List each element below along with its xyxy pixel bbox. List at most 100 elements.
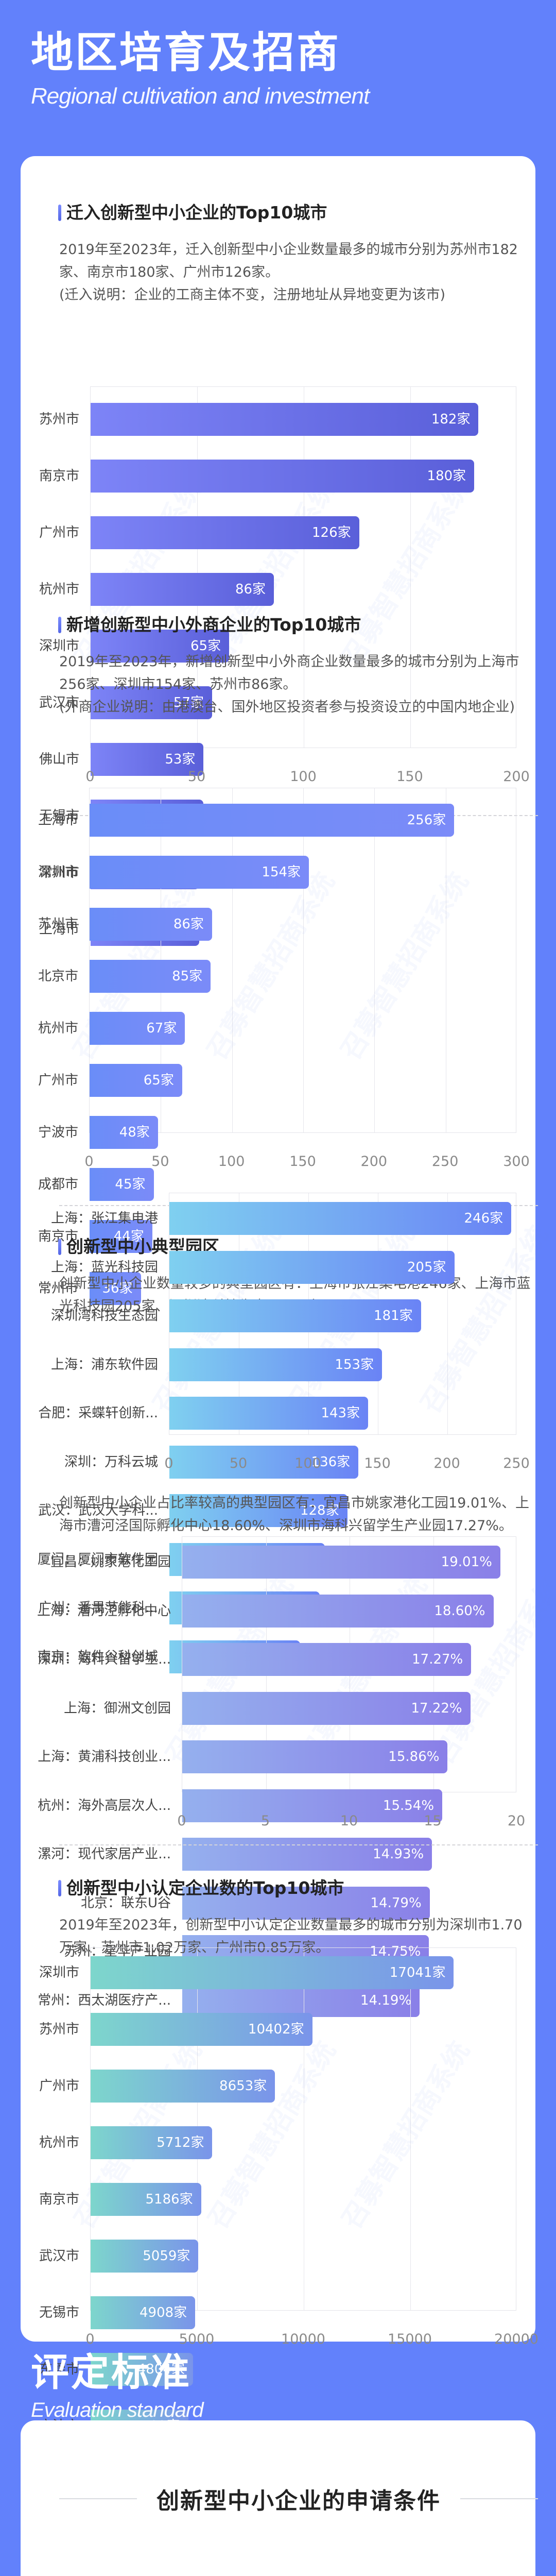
block-certified-top10: 创新型中小认定企业数的Top10城市 2019年至2023年，创新型中小认定企业… <box>58 1877 538 1959</box>
bar: 67家 <box>90 1012 185 1045</box>
axis-tick-label: 50 <box>229 1455 248 1471</box>
category-label: 广州市 <box>39 525 79 540</box>
category-label: 深圳湾科技生态园 <box>50 1308 158 1324</box>
bar-row: 漯河：现代家居产业... 14.93% <box>38 1838 517 1871</box>
bar: 4908家 <box>91 2296 196 2329</box>
category-label: 常州市 <box>38 1281 78 1296</box>
category-label: 上海：浦东软件园 <box>50 1357 158 1372</box>
bar: 256家 <box>90 804 455 837</box>
axis-tick-label: 15 <box>424 1813 442 1829</box>
card-title-row: 创新型中小企业的申请条件 <box>59 2482 538 2515</box>
bar: 10402家 <box>91 2013 312 2046</box>
bar: 85家 <box>90 960 211 993</box>
bar: 15.86% <box>182 1740 448 1773</box>
category-label: 杭州市 <box>39 582 79 597</box>
bar-row: 武汉：武汉大学科... 128家 <box>38 1494 517 1527</box>
bar-row: 深圳市 17041家 <box>39 1956 517 1989</box>
bar: 45家 <box>90 1168 154 1201</box>
bar-row: 深圳湾科技生态园 181家 <box>51 1299 517 1332</box>
category-label: 上海：张江集电港 <box>50 1211 158 1226</box>
bar-row: 南京市 5186家 <box>39 2183 517 2216</box>
axis-tick-label: 5000 <box>179 2331 215 2347</box>
category-label: 漯河：现代家居产业... <box>38 1846 171 1862</box>
block-foreign-top10: 新增创新型中小外商企业的Top10城市 2019年至2023年，新增创新型中小外… <box>58 614 538 719</box>
bar-row: 上海：御洲文创园 17.22% <box>64 1691 517 1725</box>
bar: 17041家 <box>91 1956 454 1989</box>
bar-row: 深圳：万科云城 136家 <box>64 1445 517 1479</box>
axis-tick-label: 0 <box>85 769 95 785</box>
bar-row: 苏州市 86家 <box>38 908 517 941</box>
bar: 86家 <box>90 908 212 941</box>
bar-row: 南京市 44家 <box>38 1220 517 1253</box>
bar: 126家 <box>91 516 359 549</box>
bar: 44家 <box>90 1220 152 1253</box>
bar: 65家 <box>90 1064 182 1097</box>
bar-row: 北京：联东U谷 14.79% <box>81 1886 517 1920</box>
bar: 154家 <box>90 856 309 889</box>
axis-tick-label: 250 <box>431 1154 459 1170</box>
axis-tick-label: 0 <box>164 1455 173 1471</box>
bar: 18.60% <box>182 1594 494 1628</box>
section-title: 地区培育及招商 <box>31 28 341 77</box>
axis-tick-label: 300 <box>503 1154 530 1170</box>
bar: 36家 <box>90 1272 141 1305</box>
bar-row: 杭州市 86家 <box>39 573 517 606</box>
category-label: 北京市 <box>38 969 78 984</box>
desc-text: 2019年至2023年，迁入创新型中小企业数量最多的城市分别为苏州市182家、南… <box>59 242 518 280</box>
category-label: 苏州市 <box>39 412 79 427</box>
category-label: 广州：番禺节能科... <box>38 1600 158 1616</box>
bar-row: 深圳市 154家 <box>38 856 517 889</box>
axis-tick-label: 200 <box>503 769 530 785</box>
axis-tick-label: 100 <box>218 1154 245 1170</box>
gridline <box>197 387 198 748</box>
category-label: 东莞市 <box>39 2362 79 2377</box>
bar: 205家 <box>169 1250 455 1284</box>
bar: 17.22% <box>182 1691 471 1725</box>
category-label: 上海：御洲文创园 <box>63 1700 171 1716</box>
category-label: 宜昌：姚家港化工园 <box>50 1554 171 1570</box>
block-parks-ratio: 创新型中小企业占比率较高的典型园区有：宜昌市姚家港化工园19.01%、上海市漕河… <box>59 1492 538 1537</box>
bar: 57家 <box>91 686 212 719</box>
category-label: 武汉市 <box>39 2248 79 2264</box>
bar: 53家 <box>91 743 204 776</box>
bar: 4804家 <box>91 2353 193 2386</box>
plot-area: 召募智慧招商系统召募智慧招商系统召募智慧招商系统上海：张江集电港246家上海：蓝… <box>38 1193 554 1673</box>
category-label: 北京：联东U谷 <box>80 1895 171 1911</box>
axis-tick-label: 150 <box>289 1154 316 1170</box>
bar: 19.01% <box>182 1546 500 1579</box>
bar-row: 苏州市 182家 <box>39 403 517 436</box>
category-label: 深圳市 <box>39 638 79 654</box>
chart-relocated-top10: 召募智慧招商系统召募智慧招商系统召募智慧招商系统苏州市182家南京市180家广州… <box>21 386 535 946</box>
axis-tick-label: 150 <box>364 1455 391 1471</box>
axis-tick-label: 50 <box>187 769 206 785</box>
block-title: 创新型中小认定企业数的Top10城市 <box>58 1877 538 1900</box>
bar: 143家 <box>169 1397 369 1430</box>
bar: 14.19% <box>182 1984 420 2017</box>
evaluation-card: 创新型中小企业的申请条件 1 满足下列条件之一 1.近三年内获得过国家级、省级科… <box>21 2420 538 2576</box>
bar: 246家 <box>169 1202 512 1235</box>
chart-foreign-top10: 召募智慧招商系统召募智慧招商系统召募智慧招商系统上海市256家深圳市154家苏州… <box>21 788 535 1305</box>
category-label: 杭州市 <box>39 2135 79 2150</box>
bar-row: 宁波市 48家 <box>38 1116 517 1149</box>
section-title: 评定标准 <box>31 2350 192 2395</box>
bar-row: 上海市 256家 <box>38 804 517 837</box>
block-description: 2019年至2023年，新增创新型中小外商企业数量最多的城市分别为上海市256家… <box>59 651 533 719</box>
bar-row: 常州：西太湖医疗产... 14.19% <box>38 1984 517 2017</box>
axis-tick-label: 0 <box>84 1154 94 1170</box>
category-label: 深圳市 <box>39 1965 79 1980</box>
card-title: 创新型中小企业的申请条件 <box>157 2488 441 2514</box>
gridline <box>410 387 411 748</box>
category-label: 广州市 <box>39 2078 79 2094</box>
section-header-regional: 地区培育及招商 Regional cultivation and investm… <box>31 28 370 109</box>
title-rule-left <box>59 2498 137 2499</box>
bar-row: 上海：张江集电港 246家 <box>51 1202 517 1235</box>
plot-area: 召募智慧招商系统召募智慧招商系统召募智慧招商系统深圳市17041家苏州市1040… <box>39 1947 517 2499</box>
category-label: 成都市 <box>38 1177 78 1192</box>
block-description: 2019年至2023年，迁入创新型中小企业数量最多的城市分别为苏州市182家、南… <box>59 239 533 307</box>
bar-row: 杭州：海外高层次人... 15.54% <box>38 1789 517 1822</box>
bar-row: 成都市 45家 <box>38 1168 517 1201</box>
chart-parks-ratio: 召募智慧招商系统召募智慧招商系统召募智慧招商系统宜昌：姚家港化工园19.01%上… <box>21 1536 556 2017</box>
bar-row: 深圳：海科兴留学生... 17.27% <box>38 1643 517 1676</box>
gridline <box>410 1948 411 2310</box>
bar-row: 合肥：采蝶轩创新... 143家 <box>38 1397 517 1430</box>
